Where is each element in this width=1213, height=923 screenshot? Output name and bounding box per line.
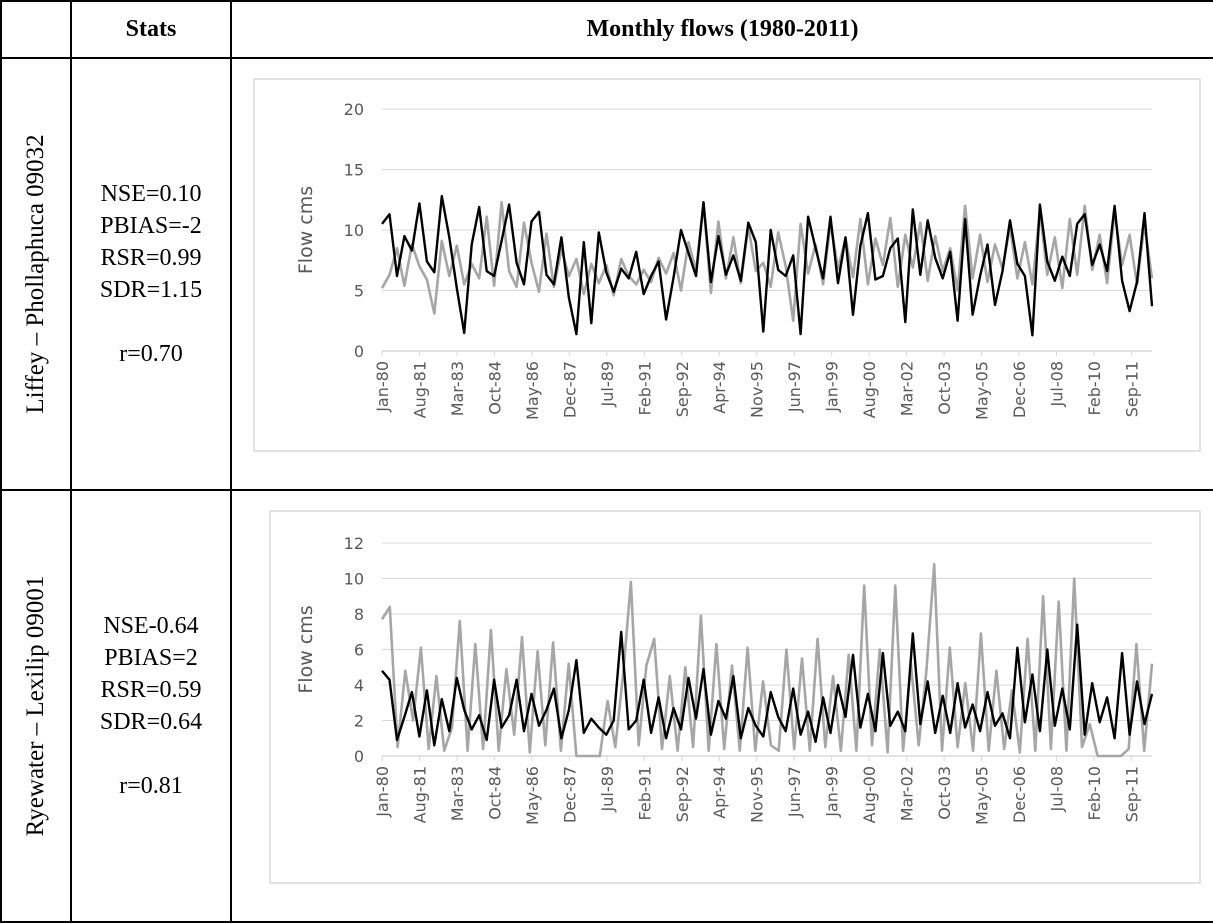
stat-sdr: SDR=0.64 <box>99 709 203 735</box>
header-blank-cell <box>0 0 72 59</box>
x-tick-label: May-86 <box>523 766 542 825</box>
header-stats: Stats <box>70 0 232 59</box>
y-axis-title: Flow cms <box>295 605 317 693</box>
y-tick-label: 5 <box>354 282 364 301</box>
table-row: Ryewater – Lexilip 09001 NSE-0.64 PBIAS=… <box>0 489 1213 923</box>
x-tick-label: Jun-97 <box>785 361 804 413</box>
x-tick-label: Mar-83 <box>448 361 467 416</box>
x-tick-label: Dec-87 <box>560 361 579 418</box>
x-tick-label: Sep-11 <box>1122 361 1141 417</box>
y-tick-label: 4 <box>354 676 364 695</box>
x-tick-label: May-86 <box>523 361 542 420</box>
x-tick-label: Oct-03 <box>935 766 954 820</box>
x-tick-label: Aug-00 <box>860 766 879 823</box>
y-tick-label: 10 <box>344 570 364 589</box>
x-tick-label: Oct-84 <box>485 361 504 415</box>
x-tick-label: Nov-95 <box>748 766 767 823</box>
stat-pbias: PBIAS=2 <box>104 645 198 671</box>
x-tick-label: Jan-99 <box>823 766 842 818</box>
chart-cell: 0 5 10 15 20 Flow cms Jan-80 Aug-81 Mar-83 Oct-84… <box>230 57 1213 491</box>
stats-cell: NSE-0.64 PBIAS=2 RSR=0.59 SDR=0.64 r=0.8… <box>70 489 232 923</box>
x-tick-label: Dec-06 <box>1010 361 1029 418</box>
y-tick-label: 2 <box>354 712 364 731</box>
stat-nse: NSE=0.10 <box>100 181 202 207</box>
x-tick-label: Dec-06 <box>1010 766 1029 823</box>
x-tick-label: Jul-08 <box>1047 361 1066 407</box>
x-tick-label: Jul-08 <box>1047 766 1066 812</box>
x-tick-label: Jul-89 <box>598 766 617 812</box>
x-tick-label: Sep-11 <box>1122 766 1141 822</box>
river-name: Ryewater – Lexilip 09001 <box>22 575 49 837</box>
x-tick-label: Jul-89 <box>598 361 617 407</box>
stat-rsr: RSR=0.99 <box>100 245 202 271</box>
x-tick-label: May-05 <box>973 361 992 420</box>
river-name-cell: Ryewater – Lexilip 09001 <box>0 489 72 923</box>
x-tick-label: Feb-91 <box>635 766 654 820</box>
stat-r: r=0.81 <box>119 773 183 799</box>
x-tick-label: Nov-95 <box>748 361 767 418</box>
series-line-observed <box>381 623 1154 747</box>
stats-cell: NSE=0.10 PBIAS=-2 RSR=0.99 SDR=1.15 r=0.… <box>70 57 232 491</box>
y-tick-label: 12 <box>344 534 364 553</box>
x-tick-label: Jan-99 <box>823 361 842 413</box>
y-tick-label: 8 <box>354 605 364 624</box>
x-tick-label: Aug-81 <box>410 361 429 418</box>
x-tick-label: Apr-94 <box>710 361 729 414</box>
stat-pbias: PBIAS=-2 <box>100 213 202 239</box>
x-tick-label: Sep-92 <box>673 766 692 822</box>
stat-nse: NSE-0.64 <box>103 613 199 639</box>
y-tick-label: 6 <box>354 641 364 660</box>
y-tick-label: 20 <box>344 100 364 119</box>
table-row: Liffey – Phollaphuca 09032 NSE=0.10 PBIA… <box>0 57 1213 491</box>
y-axis-title: Flow cms <box>295 186 317 274</box>
x-tick-label: Jun-97 <box>785 766 804 818</box>
y-tick-label: 0 <box>354 747 364 766</box>
header-monthly-flows: Monthly flows (1980-2011) <box>230 0 1213 59</box>
river-name: Liffey – Phollaphuca 09032 <box>22 134 49 414</box>
x-tick-label: Jan-80 <box>373 766 392 818</box>
x-tick-label: Feb-91 <box>635 361 654 415</box>
river-name-cell: Liffey – Phollaphuca 09032 <box>0 57 72 491</box>
flow-chart-ryewater: 0 2 4 6 8 10 12 Flow cms Jan-80 Aug-81 Mar-83 Oct-8… <box>269 510 1201 884</box>
flow-chart-liffey: 0 5 10 15 20 Flow cms Jan-80 Aug-81 Mar-83 Oct-84… <box>253 78 1201 452</box>
x-tick-label: Mar-83 <box>448 766 467 821</box>
x-tick-label: Feb-10 <box>1085 766 1104 820</box>
x-tick-label: Apr-94 <box>710 766 729 819</box>
x-tick-label: Oct-03 <box>935 361 954 415</box>
x-tick-label: Aug-81 <box>410 766 429 823</box>
x-tick-label: Dec-87 <box>560 766 579 823</box>
chart-cell: 0 2 4 6 8 10 12 Flow cms Jan-80 Aug-81 Mar-83 Oct-8… <box>230 489 1213 923</box>
series-line-observed <box>381 194 1154 337</box>
plot-area <box>253 78 1201 452</box>
y-tick-label: 10 <box>344 221 364 240</box>
x-tick-label: Oct-84 <box>485 766 504 820</box>
x-tick-label: Jan-80 <box>373 361 392 413</box>
stat-rsr: RSR=0.59 <box>100 677 202 703</box>
y-tick-label: 15 <box>344 161 364 180</box>
x-tick-label: Sep-92 <box>673 361 692 417</box>
x-tick-label: Mar-02 <box>898 766 917 821</box>
x-tick-label: Mar-02 <box>898 361 917 416</box>
y-tick-label: 0 <box>354 342 364 361</box>
stat-r: r=0.70 <box>119 341 183 367</box>
x-tick-label: Feb-10 <box>1085 361 1104 415</box>
stat-sdr: SDR=1.15 <box>99 277 203 303</box>
x-tick-label: Aug-00 <box>860 361 879 418</box>
x-tick-label: May-05 <box>973 766 992 825</box>
